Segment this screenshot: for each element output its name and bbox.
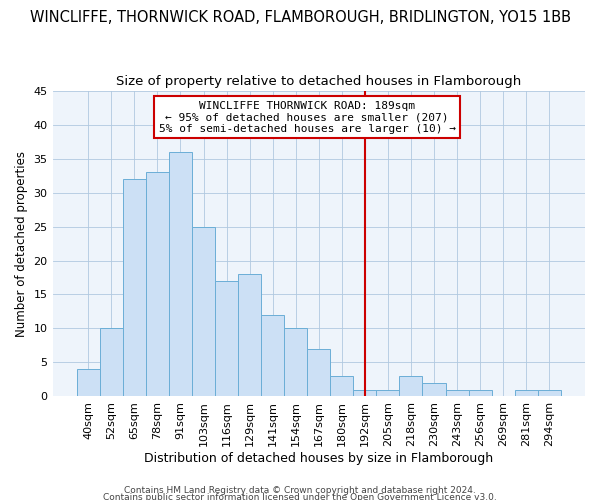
Bar	[422, 383, 446, 396]
Bar	[538, 390, 561, 396]
Bar	[469, 390, 491, 396]
Text: Contains HM Land Registry data © Crown copyright and database right 2024.: Contains HM Land Registry data © Crown c…	[124, 486, 476, 495]
Bar	[77, 370, 100, 396]
Text: WINCLIFFE THORNWICK ROAD: 189sqm
← 95% of detached houses are smaller (207)
5% o: WINCLIFFE THORNWICK ROAD: 189sqm ← 95% o…	[159, 101, 456, 134]
Bar	[169, 152, 192, 396]
Bar	[400, 376, 422, 396]
Bar	[330, 376, 353, 396]
Bar	[261, 315, 284, 396]
Bar	[284, 328, 307, 396]
Bar	[376, 390, 400, 396]
Bar	[238, 274, 261, 396]
Bar	[192, 226, 215, 396]
Bar	[215, 281, 238, 396]
Bar	[123, 179, 146, 396]
Bar	[146, 172, 169, 396]
Bar	[307, 349, 330, 397]
Text: Contains public sector information licensed under the Open Government Licence v3: Contains public sector information licen…	[103, 494, 497, 500]
Text: WINCLIFFE, THORNWICK ROAD, FLAMBOROUGH, BRIDLINGTON, YO15 1BB: WINCLIFFE, THORNWICK ROAD, FLAMBOROUGH, …	[29, 10, 571, 25]
Bar	[446, 390, 469, 396]
Bar	[515, 390, 538, 396]
X-axis label: Distribution of detached houses by size in Flamborough: Distribution of detached houses by size …	[144, 452, 493, 465]
Bar	[100, 328, 123, 396]
Bar	[353, 390, 376, 396]
Y-axis label: Number of detached properties: Number of detached properties	[15, 150, 28, 336]
Title: Size of property relative to detached houses in Flamborough: Size of property relative to detached ho…	[116, 75, 521, 88]
